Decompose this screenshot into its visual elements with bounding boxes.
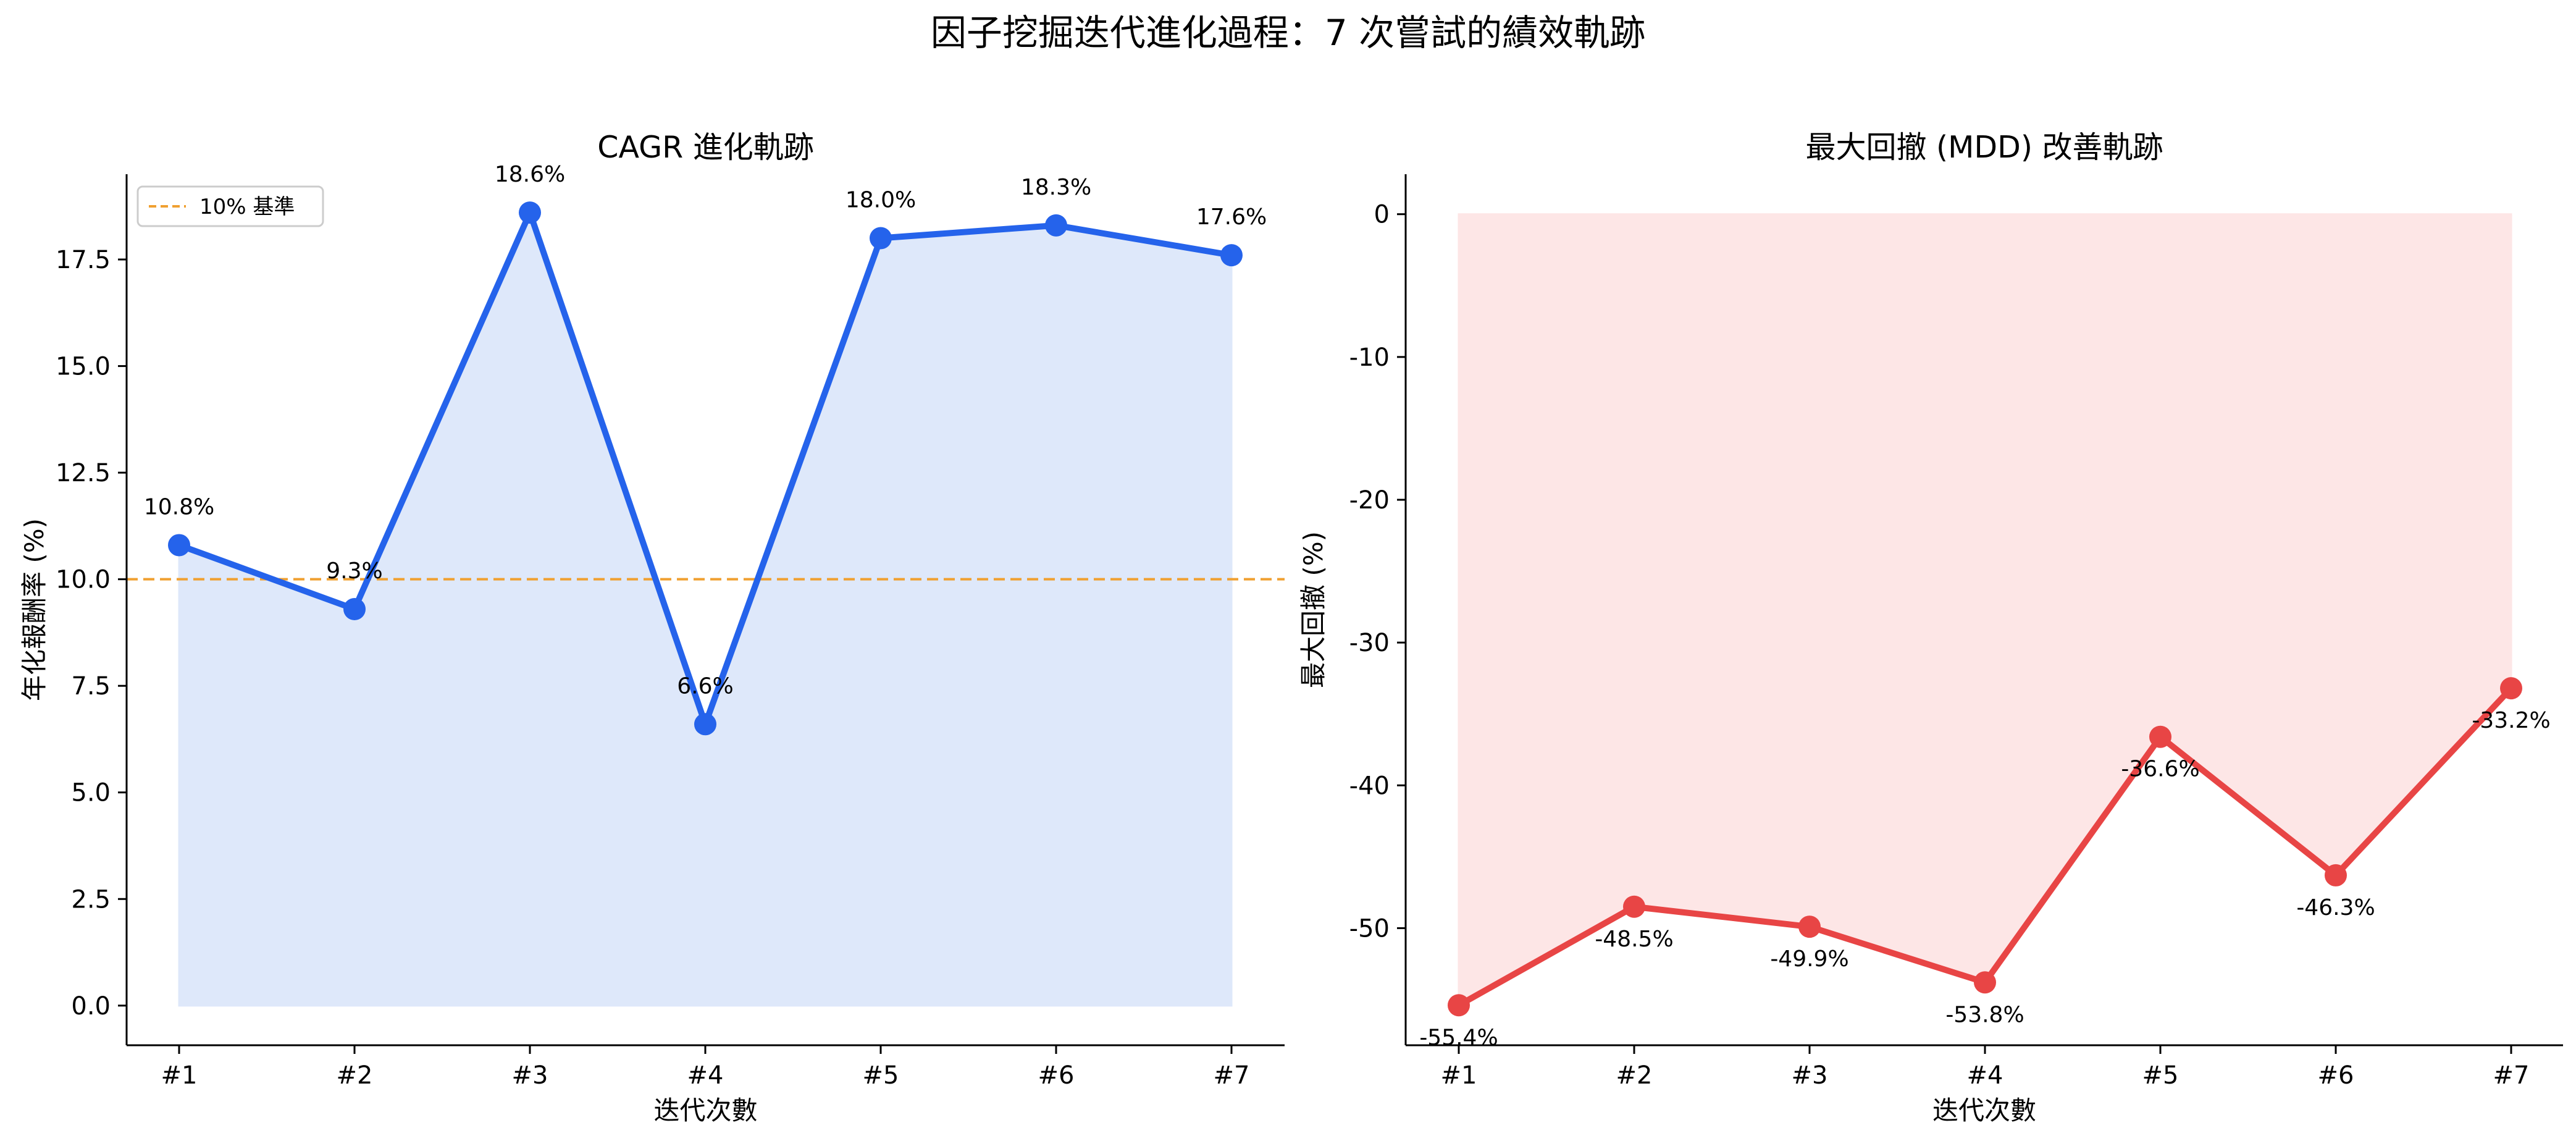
- mdd-data-label: -46.3%: [2296, 895, 2375, 920]
- cagr-panel: 0.0 2.5 5.0 7.5 10.0 12.5 15.0 17.5 #1 #2 #3 #4 #5 #6…: [19, 130, 1285, 1126]
- mdd-data-label: -36.6%: [2121, 757, 2199, 782]
- mdd-data-point: [1974, 971, 1996, 994]
- figure-title: 因子挖掘迭代進化過程：7 次嘗試的績效軌跡: [930, 12, 1646, 54]
- cagr-data-point: [870, 227, 892, 250]
- mdd-x-tick-label: #6: [2318, 1061, 2354, 1090]
- mdd-data-point: [1798, 916, 1821, 938]
- cagr-data-point: [168, 534, 190, 557]
- mdd-y-tick-label: 0: [1374, 201, 1390, 229]
- cagr-y-tick-label: 2.5: [71, 885, 111, 914]
- cagr-y-tick-label: 0.0: [71, 992, 111, 1021]
- cagr-data-label: 6.6%: [677, 673, 733, 699]
- cagr-data-point: [1220, 244, 1243, 267]
- mdd-y-tick-label: -30: [1349, 629, 1390, 657]
- cagr-legend-box: [136, 185, 324, 227]
- cagr-legend-label: 10% 基準: [199, 195, 295, 219]
- mdd-data-point: [2325, 864, 2347, 886]
- cagr-data-label: 10.8%: [144, 494, 214, 520]
- cagr-x-tick-label: #2: [337, 1061, 373, 1090]
- mdd-data-label: -33.2%: [2472, 708, 2550, 733]
- cagr-data-label: 18.6%: [495, 162, 565, 187]
- mdd-x-tick-label: #3: [1792, 1061, 1828, 1090]
- cagr-data-point: [694, 713, 716, 736]
- cagr-y-tick-label: 7.5: [71, 672, 111, 701]
- mdd-y-tick-label: -40: [1349, 772, 1390, 800]
- cagr-data-point: [1045, 214, 1067, 237]
- cagr-x-tick-label: #4: [687, 1061, 724, 1090]
- cagr-x-tick-label: #7: [1214, 1061, 1250, 1090]
- cagr-data-label: 18.3%: [1021, 175, 1091, 200]
- cagr-y-tick-label: 12.5: [56, 459, 111, 487]
- mdd-fill-area: [1458, 213, 2512, 1007]
- mdd-x-tick-label: #2: [1616, 1061, 1653, 1090]
- cagr-data-label: 18.0%: [845, 188, 916, 213]
- mdd-x-tick-label: #1: [1441, 1061, 1477, 1090]
- mdd-data-label: -48.5%: [1595, 927, 1673, 952]
- cagr-x-axis-label: 迭代次數: [653, 1095, 757, 1126]
- cagr-data-label: 17.6%: [1196, 204, 1267, 230]
- mdd-panel: 0 -10 -20 -30 -40 -50 #1 #2 #3 #4 #5 #6 #7 -55.4% -48.…: [1298, 130, 2563, 1126]
- mdd-y-tick-label: -50: [1349, 914, 1390, 943]
- mdd-data-point: [2149, 725, 2171, 748]
- mdd-data-label: -49.9%: [1770, 946, 1848, 972]
- mdd-data-point: [1448, 994, 1470, 1017]
- cagr-x-tick-label: #3: [512, 1061, 548, 1090]
- mdd-x-tick-label: #7: [2493, 1061, 2530, 1090]
- cagr-y-tick-label: 10.0: [56, 566, 111, 594]
- mdd-data-point: [2500, 677, 2522, 700]
- mdd-data-point: [1623, 895, 1645, 918]
- cagr-y-tick-label: 5.0: [71, 779, 111, 807]
- cagr-x-tick-label: #1: [161, 1061, 198, 1090]
- cagr-data-point: [343, 597, 366, 620]
- mdd-x-tick-label: #5: [2142, 1061, 2179, 1090]
- mdd-data-label: -55.4%: [1419, 1025, 1498, 1050]
- cagr-y-axis-label: 年化報酬率 (%): [19, 518, 49, 701]
- mdd-y-tick-label: -20: [1349, 486, 1390, 515]
- cagr-y-tick-label: 17.5: [56, 246, 111, 274]
- mdd-x-axis-label: 迭代次數: [1932, 1095, 2036, 1126]
- cagr-fill-area: [178, 210, 1233, 1007]
- cagr-y-tick-label: 15.0: [56, 353, 111, 381]
- mdd-data-label: -53.8%: [1945, 1002, 2024, 1027]
- mdd-x-tick-label: #4: [1967, 1061, 2003, 1090]
- cagr-x-tick-label: #5: [863, 1061, 899, 1090]
- cagr-data-label: 9.3%: [326, 558, 382, 584]
- mdd-y-tick-label: -10: [1349, 343, 1390, 372]
- mdd-y-axis-label: 最大回撤 (%): [1298, 531, 1328, 688]
- cagr-data-point: [519, 201, 541, 224]
- cagr-x-tick-label: #6: [1038, 1061, 1075, 1090]
- mdd-panel-title: 最大回撤 (MDD) 改善軌跡: [1805, 130, 2163, 165]
- cagr-panel-title: CAGR 進化軌跡: [597, 130, 813, 165]
